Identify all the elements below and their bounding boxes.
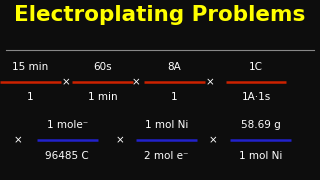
Text: 8A: 8A bbox=[168, 62, 181, 72]
Text: ×: × bbox=[13, 135, 22, 145]
Text: ×: × bbox=[208, 135, 217, 145]
Text: 1 mol Ni: 1 mol Ni bbox=[239, 151, 283, 161]
Text: Electroplating Problems: Electroplating Problems bbox=[14, 5, 306, 25]
Text: 1 mole⁻: 1 mole⁻ bbox=[47, 120, 88, 130]
Text: 58.69 g: 58.69 g bbox=[241, 120, 281, 130]
Text: ×: × bbox=[205, 77, 214, 87]
Text: 15 min: 15 min bbox=[12, 62, 49, 72]
Text: 96485 C: 96485 C bbox=[45, 151, 89, 161]
Text: 1 min: 1 min bbox=[88, 92, 117, 102]
Text: 1A·1s: 1A·1s bbox=[241, 92, 271, 102]
Text: 1: 1 bbox=[27, 92, 34, 102]
Text: ×: × bbox=[132, 77, 140, 87]
Text: 1: 1 bbox=[171, 92, 178, 102]
Text: 2 mol e⁻: 2 mol e⁻ bbox=[144, 151, 189, 161]
Text: ×: × bbox=[61, 77, 70, 87]
Text: ×: × bbox=[116, 135, 124, 145]
Text: 60s: 60s bbox=[93, 62, 112, 72]
Text: 1C: 1C bbox=[249, 62, 263, 72]
Text: 1 mol Ni: 1 mol Ni bbox=[145, 120, 188, 130]
